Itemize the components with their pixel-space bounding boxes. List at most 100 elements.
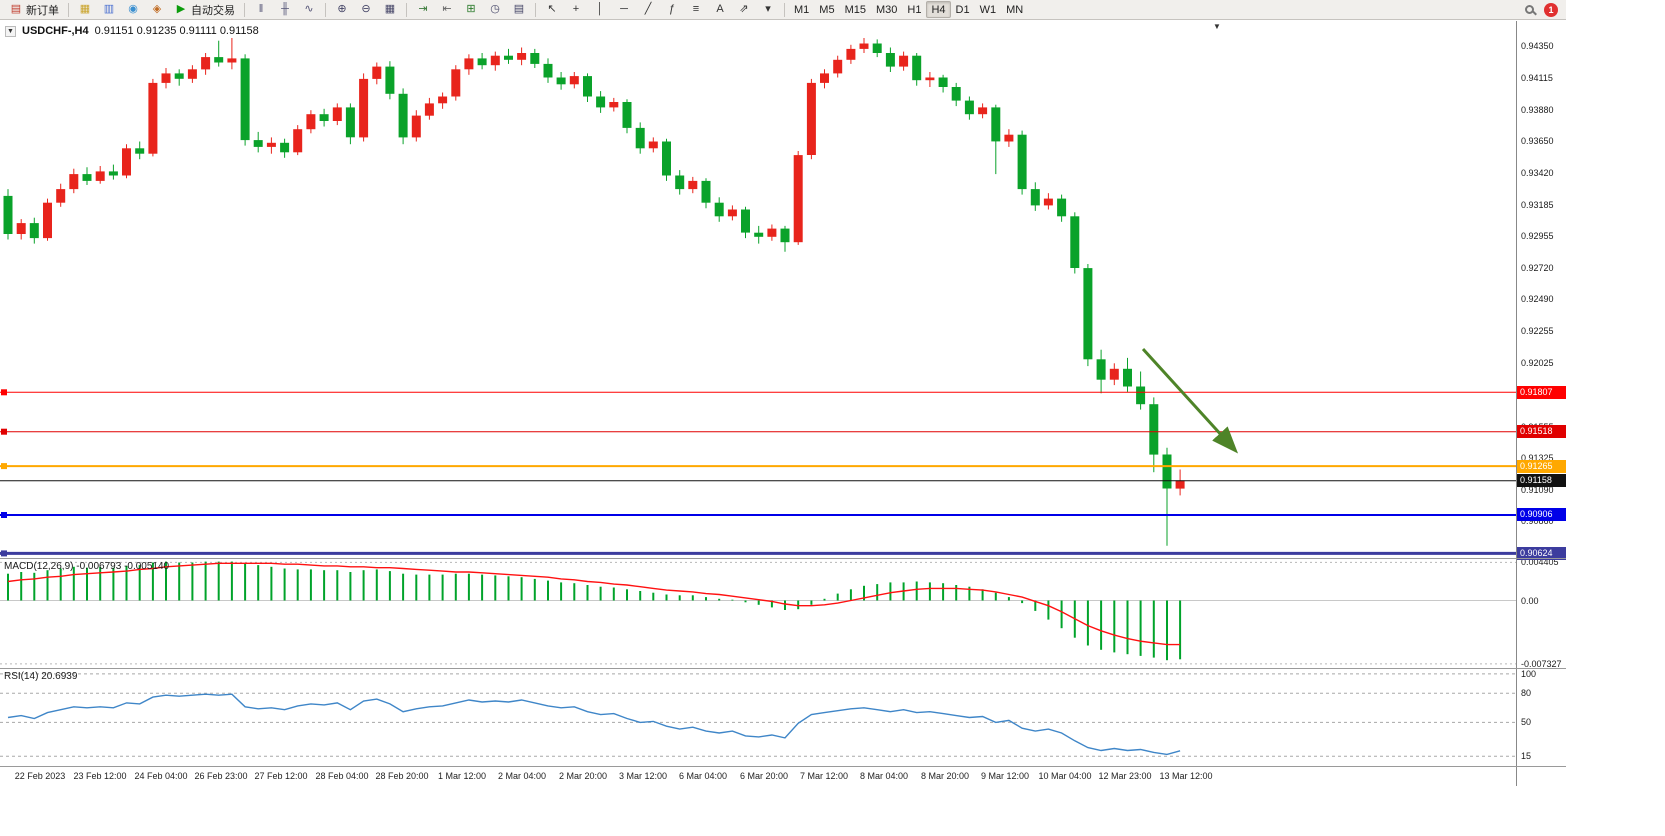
vertical-line-button[interactable]: │ <box>588 1 612 18</box>
candlestick-chart[interactable] <box>0 21 1516 558</box>
timeframe-d1[interactable]: D1 <box>951 1 975 18</box>
trend-arrow[interactable] <box>1141 347 1239 454</box>
price-axis[interactable]: 0.94350 0.94115 0.93880 0.93650 0.93420 0.931… <box>1516 21 1566 786</box>
rsi-tick-label: 80 <box>1521 688 1532 698</box>
arrows-icon: ⇗ <box>739 3 749 15</box>
channel-icon: ≡ <box>692 3 700 15</box>
timeframe-h1[interactable]: H1 <box>902 1 926 18</box>
timeframe-h1-label: H1 <box>907 3 922 16</box>
candlestick-chart-button[interactable]: ╫ <box>273 1 297 18</box>
panel-splitter[interactable] <box>0 558 1566 559</box>
main-chart-panel[interactable]: ▼ USDCHF-,H4 0.91151 0.91235 0.91111 0.9… <box>0 21 1516 558</box>
charts-button[interactable]: ▦ <box>73 1 97 18</box>
new-order-button[interactable]: ▤ 新订单 <box>4 1 64 18</box>
timeframe-mn[interactable]: MN <box>1001 1 1028 18</box>
panel-splitter[interactable] <box>0 766 1566 767</box>
price-tick-label: 0.92490 <box>1521 294 1554 304</box>
hline-handle[interactable] <box>1 512 7 518</box>
price-tick-label: 0.91325 <box>1521 453 1554 463</box>
text-label-button[interactable]: A <box>708 1 732 18</box>
line-chart-icon: ∿ <box>304 3 314 15</box>
time-axis-label: 28 Feb 20:00 <box>375 771 429 781</box>
time-axis-label: 27 Feb 12:00 <box>254 771 308 781</box>
toolbar-separator <box>244 2 245 17</box>
time-axis-label: 6 Mar 20:00 <box>739 771 789 781</box>
time-axis-label: 2 Mar 04:00 <box>497 771 547 781</box>
price-tick-label: 0.92025 <box>1521 358 1554 368</box>
timeframe-m1[interactable]: M1 <box>789 1 814 18</box>
timeframe-m5[interactable]: M5 <box>814 1 839 18</box>
price-tick-label: 0.93185 <box>1521 200 1554 210</box>
time-axis-label: 9 Mar 12:00 <box>980 771 1030 781</box>
line-chart-button[interactable]: ∿ <box>297 1 321 18</box>
chart-shift-button[interactable]: ⇤ <box>435 1 459 18</box>
tile-windows-button[interactable]: ▦ <box>378 1 402 18</box>
timeframe-w1-label: W1 <box>979 3 997 16</box>
indicators-button[interactable]: ⊞ <box>459 1 483 18</box>
toolbar-separator <box>68 2 69 17</box>
timeframe-m15[interactable]: M15 <box>840 1 871 18</box>
objects-dropdown-icon: ▾ <box>765 3 771 15</box>
timeframe-d1-label: D1 <box>955 3 970 16</box>
auto-trading-button[interactable]: ▶ 自动交易 <box>169 1 240 18</box>
macd-panel[interactable]: MACD(12,26,9) -0.006793 -0.005140 <box>0 559 1516 668</box>
periods-button[interactable]: ◷ <box>483 1 507 18</box>
hline-handle[interactable] <box>1 389 7 396</box>
cursor-button[interactable]: ↖ <box>540 1 564 18</box>
toolbar-button-groups: ▤ 新订单 ▦ ▥ ◉ ◈ ▶ 自动交易 ‖ ╫ ∿ ⊕ ⊖ ▦ ⇥ ⇤ ⊞ ◷ ▤ ↖ + │ ─ ╱ ƒ ≡ A ⇗ ▾ M1 M5 M1… <box>4 0 1028 19</box>
fibonacci-button[interactable]: ƒ <box>660 1 684 18</box>
panel-splitter[interactable] <box>0 668 1566 669</box>
templates-button[interactable]: ▤ <box>507 1 531 18</box>
price-tick-label: 0.93880 <box>1521 105 1554 115</box>
indicators-icon: ⊞ <box>466 3 476 15</box>
alerts-button[interactable]: ◉ <box>121 1 145 18</box>
price-tick-label: 0.92720 <box>1521 263 1554 273</box>
templates-icon: ▤ <box>513 3 525 15</box>
objects-dropdown-button[interactable]: ▾ <box>756 1 780 18</box>
price-line-label-box: 0.91518 <box>1517 425 1566 438</box>
hline-handle[interactable] <box>1 428 7 435</box>
time-axis[interactable]: 22 Feb 2023 23 Feb 12:00 24 Feb 04:00 26 Fe… <box>0 767 1516 786</box>
price-tick-label: 0.94350 <box>1521 41 1554 51</box>
bar-chart-button[interactable]: ‖ <box>249 1 273 18</box>
arrows-button[interactable]: ⇗ <box>732 1 756 18</box>
profiles-button[interactable]: ▥ <box>97 1 121 18</box>
rsi-panel[interactable]: RSI(14) 20.6939 <box>0 669 1516 766</box>
alerts-icon: ◉ <box>128 3 138 15</box>
macd-chart <box>0 561 1516 665</box>
price-line-label-box: 0.90624 <box>1517 547 1566 560</box>
crosshair-button[interactable]: + <box>564 1 588 18</box>
rsi-chart <box>0 673 1516 757</box>
channel-button[interactable]: ≡ <box>684 1 708 18</box>
news-button[interactable]: ◈ <box>145 1 169 18</box>
timeframe-mn-label: MN <box>1006 3 1024 16</box>
auto-scroll-button[interactable]: ⇥ <box>411 1 435 18</box>
hline-handle[interactable] <box>1 463 7 470</box>
timeframe-h4[interactable]: H4 <box>926 1 951 18</box>
horizontal-line-button[interactable]: ─ <box>612 1 636 18</box>
time-axis-label: 12 Mar 23:00 <box>1098 771 1152 781</box>
time-axis-label: 28 Feb 04:00 <box>315 771 369 781</box>
rsi-line <box>7 693 1181 756</box>
search-icon[interactable] <box>1525 5 1534 14</box>
timeframe-m30[interactable]: M30 <box>871 1 902 18</box>
zoom-in-button[interactable]: ⊕ <box>330 1 354 18</box>
chart-shift-marker[interactable]: ▼ <box>1213 22 1221 31</box>
macd-label: MACD(12,26,9) -0.006793 -0.005140 <box>4 561 170 572</box>
macd-tick-label: -0.007327 <box>1521 659 1562 669</box>
price-tick-label: 0.94115 <box>1521 73 1553 83</box>
hline-handle[interactable] <box>1 550 7 557</box>
price-tick-label: 0.93650 <box>1521 136 1554 146</box>
chart-menu-icon[interactable]: ▼ <box>5 25 16 37</box>
timeframe-w1[interactable]: W1 <box>975 1 1002 18</box>
time-axis-label: 10 Mar 04:00 <box>1038 771 1092 781</box>
time-axis-label: 24 Feb 04:00 <box>134 771 188 781</box>
chart-window: ▼ USDCHF-,H4 0.91151 0.91235 0.91111 0.9… <box>0 21 1566 786</box>
candlestick-chart-icon: ╫ <box>281 3 289 15</box>
zoom-out-button[interactable]: ⊖ <box>354 1 378 18</box>
text-label-icon: A <box>716 3 724 15</box>
price-line-label-box: 0.91265 <box>1517 460 1566 473</box>
notifications-badge[interactable]: 1 <box>1544 2 1558 17</box>
new-order-icon: ▤ <box>10 3 22 15</box>
trendline-button[interactable]: ╱ <box>636 1 660 18</box>
